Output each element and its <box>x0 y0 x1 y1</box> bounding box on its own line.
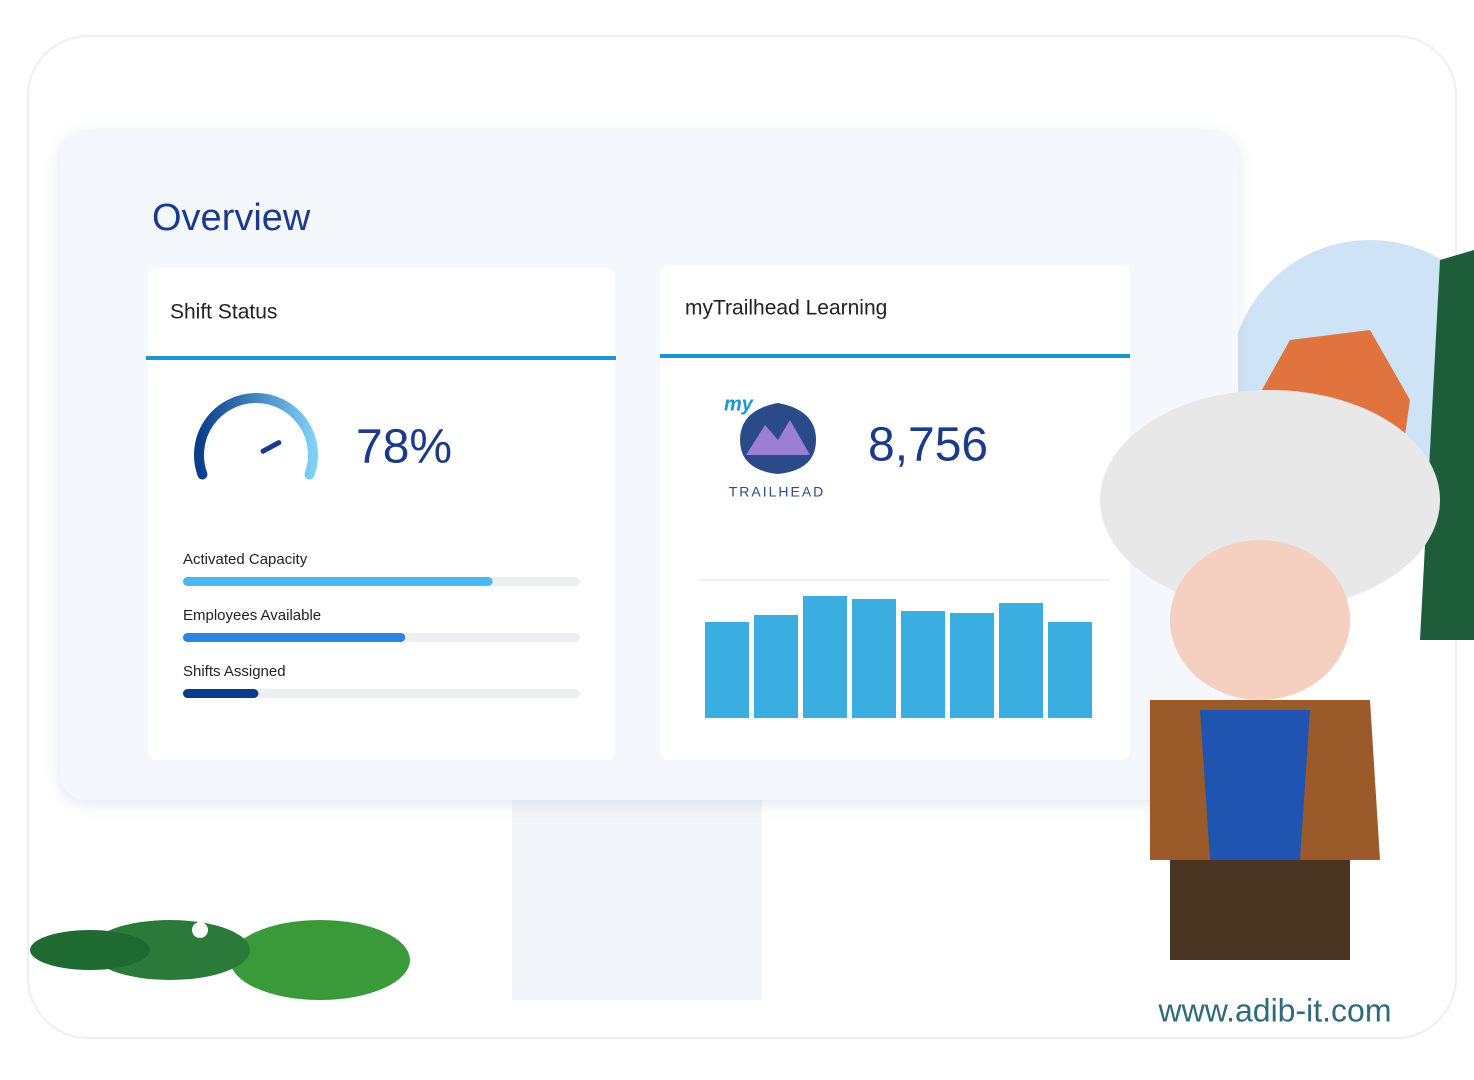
progress-label: Employees Available <box>183 607 321 624</box>
monitor-stand <box>512 790 762 1000</box>
progress-fill <box>183 577 493 586</box>
bar <box>1048 622 1092 718</box>
progress-label: Activated Capacity <box>183 551 308 568</box>
bar <box>705 622 749 718</box>
bar <box>852 599 896 718</box>
bar <box>999 603 1043 718</box>
progress-track <box>183 689 580 698</box>
logo-text: TRAILHEAD <box>729 484 826 500</box>
bar <box>754 615 798 718</box>
logo-mountains <box>746 420 810 455</box>
gauge-needle <box>260 440 282 454</box>
bar <box>950 613 994 718</box>
gauge-arc <box>194 393 318 480</box>
vest <box>1200 710 1310 860</box>
gauge-label: 78% <box>356 421 452 474</box>
face <box>1170 540 1350 700</box>
flower <box>192 922 208 938</box>
overview-title: Overview <box>152 197 311 239</box>
card-title: Shift Status <box>170 301 277 324</box>
flower <box>232 917 248 933</box>
footer-url: www.adib-it.com <box>1158 992 1392 1028</box>
learning-total: 8,756 <box>868 419 988 472</box>
card-title: myTrailhead Learning <box>685 297 887 320</box>
progress-fill <box>183 689 259 698</box>
hair <box>1100 390 1440 610</box>
progress-fill <box>183 633 406 642</box>
bar <box>803 596 847 718</box>
tree <box>1420 250 1474 640</box>
progress-label: Shifts Assigned <box>183 663 286 680</box>
leaf <box>30 930 150 970</box>
shift-card <box>148 268 615 760</box>
plants <box>30 917 410 1000</box>
leaf <box>90 920 250 980</box>
bar <box>901 611 945 718</box>
trousers <box>1170 860 1350 960</box>
leaf <box>230 920 410 1000</box>
logo-prefix: my <box>724 393 754 415</box>
character <box>1100 390 1440 960</box>
logo-badge <box>740 403 816 474</box>
